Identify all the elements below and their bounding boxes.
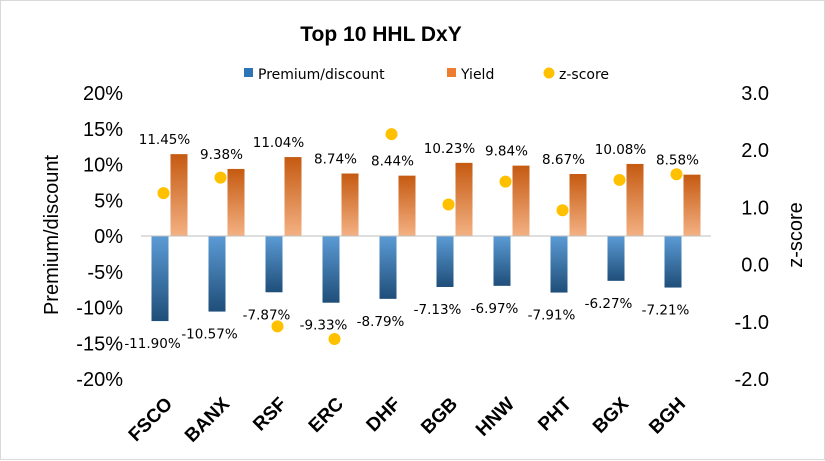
z-score-point [613,173,626,186]
left-tick-label: -10% [76,298,123,320]
yield-data-label: 8.74% [314,152,357,168]
z-score-point [385,128,398,141]
legend-label: Premium/discount [258,67,385,83]
premium-data-label: -6.27% [585,296,633,312]
yield-data-label: 9.84% [485,144,528,160]
right-tick-label: 3.0 [741,83,769,105]
z-score-points [157,128,683,345]
legend-label: Yield [460,67,494,83]
category-label: ERC [305,393,348,436]
yield-bar [512,165,530,236]
yield-bar [284,157,302,236]
premium-discount-bar [265,236,283,293]
yield-bar [569,174,587,236]
yield-data-label: 8.58% [656,153,699,169]
category-label: BGH [645,394,690,439]
right-tick-label: 2.0 [741,140,769,162]
chart-legend: Premium/discount Yield z-score [244,67,609,83]
z-score-point [556,204,569,217]
z-score-point [442,198,455,211]
category-label: BGB [417,394,462,439]
category-label: HNW [472,394,519,441]
yield-data-label: 8.44% [371,154,414,170]
left-tick-label: 20% [83,83,123,105]
left-axis-ticks: 20% 15% 10% 5% 0% -5% -10% -15% -20% [76,83,123,391]
right-tick-label: 0.0 [741,255,769,277]
legend-swatch [244,68,253,77]
category-label: DHF [363,394,405,436]
yield-data-label: 10.23% [424,141,476,157]
category-labels: FSCO BANX RSF ERC DHF BGB HNW PHT BGX BGH [125,393,690,446]
premium-data-label: -7.21% [642,303,690,319]
yield-bar [455,162,473,236]
premium-data-label: -8.79% [357,314,405,330]
z-score-point [214,171,227,184]
category-label: FSCO [125,394,177,446]
yield-data-label: 10.08% [595,142,647,158]
yield-bar [626,163,644,236]
premium-data-label: -7.13% [414,302,462,318]
premium-data-label: -10.57% [181,327,238,343]
z-score-point [157,187,170,200]
bar-data-labels: 11.45% -11.90% 9.38% -10.57% 11.04% -7.87% 8.7… [124,132,699,352]
left-tick-label: 10% [83,155,123,177]
left-tick-label: 15% [83,119,123,141]
premium-data-label: -11.90% [124,336,181,352]
legend-swatch [447,68,456,77]
left-tick-label: -5% [87,262,123,284]
premium-discount-bar [436,236,454,287]
z-score-point [499,175,512,188]
right-axis-ticks: 3.0 2.0 1.0 0.0 -1.0 -2.0 [735,83,769,391]
premium-discount-bar [208,236,226,312]
yield-data-label: 11.45% [139,132,191,148]
premium-discount-bar [151,236,169,322]
bars [151,154,701,322]
category-label: PHT [534,393,576,435]
yield-bar [227,168,245,236]
premium-data-label: -9.33% [300,318,348,334]
premium-discount-bar [322,236,340,303]
z-score-point [271,320,284,333]
yield-bar [341,173,359,236]
right-tick-label: -2.0 [735,369,769,391]
premium-discount-bar [493,236,511,286]
yield-bar [170,154,188,236]
premium-discount-bar [379,236,397,299]
yield-bar [398,175,416,236]
premium-discount-bar [607,236,625,281]
category-label: BGX [589,393,633,437]
yield-bar [683,174,701,236]
premium-data-label: -6.97% [471,301,519,317]
z-score-point [670,168,683,181]
right-tick-label: -1.0 [735,312,769,334]
right-axis-title: z-score [785,202,807,268]
left-axis-title: Premium/discount [41,155,63,316]
legend-swatch [543,67,555,79]
left-tick-label: 0% [94,226,123,248]
category-label: RSF [249,394,291,436]
category-label: BANX [181,393,234,446]
chart-title: Top 10 HHL DxY [300,23,461,46]
left-tick-label: -20% [76,369,123,391]
z-score-point [328,332,341,345]
premium-data-label: -7.91% [528,308,576,324]
premium-discount-bar [550,236,568,293]
yield-data-label: 8.67% [542,152,585,168]
premium-discount-bar [664,236,682,288]
premium-data-label: -7.87% [243,307,291,323]
left-tick-label: 5% [94,190,123,212]
right-tick-label: 1.0 [741,197,769,219]
left-tick-label: -15% [76,333,123,355]
yield-data-label: 11.04% [253,135,305,151]
yield-data-label: 9.38% [200,147,243,163]
legend-label: z-score [559,67,609,83]
